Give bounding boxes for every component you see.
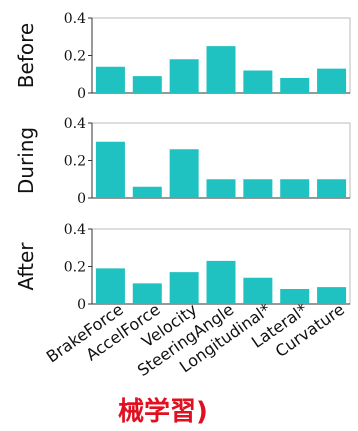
bar-curvature: [317, 68, 347, 93]
bar-lateral: [280, 179, 310, 198]
panel-before: 0 0.2 0.4 Before: [14, 11, 351, 102]
bar-curvature: [317, 287, 347, 304]
bar-longitudinal: [243, 70, 273, 93]
y-tick-label: 0: [77, 86, 86, 102]
panel-ylabel: After: [14, 242, 38, 291]
chart-panels: 0 0.2 0.4 Before 0 0.2 0.4 During 0 0.2 0.4 After: [14, 11, 351, 313]
panel-after: 0 0.2 0.4 After: [14, 222, 351, 313]
bar-steeringangle: [206, 179, 236, 198]
panel-ylabel: Before: [14, 23, 38, 88]
panel-during: 0 0.2 0.4 During: [14, 116, 351, 207]
bar-velocity: [169, 59, 199, 93]
bar-curvature: [317, 179, 347, 198]
panel-ylabel: During: [14, 127, 38, 194]
bar-longitudinal: [243, 179, 273, 198]
bar-accelforce: [132, 76, 162, 93]
bar-velocity: [169, 149, 199, 198]
bar-brakeforce: [95, 268, 125, 304]
y-tick-label: 0.2: [64, 154, 86, 170]
y-tick-label: 0.2: [64, 49, 86, 65]
y-tick-label: 0: [77, 297, 86, 313]
bar-brakeforce: [95, 66, 125, 93]
bar-steeringangle: [206, 46, 236, 93]
y-tick-label: 0: [77, 191, 86, 207]
bar-lateral: [280, 289, 310, 304]
bar-longitudinal: [243, 277, 273, 304]
bar-steeringangle: [206, 260, 236, 304]
category-labels: BrakeForceAccelForceVelocitySteeringAngl…: [43, 300, 348, 380]
y-tick-label: 0.4: [64, 222, 86, 238]
bar-brakeforce: [95, 141, 125, 198]
y-tick-label: 0.2: [64, 260, 86, 276]
caption-text: 械学習): [118, 396, 208, 427]
bar-lateral: [280, 78, 310, 93]
y-tick-label: 0.4: [64, 116, 86, 132]
bar-accelforce: [132, 186, 162, 198]
bar-accelforce: [132, 283, 162, 304]
bar-velocity: [169, 272, 199, 304]
y-tick-label: 0.4: [64, 11, 86, 27]
